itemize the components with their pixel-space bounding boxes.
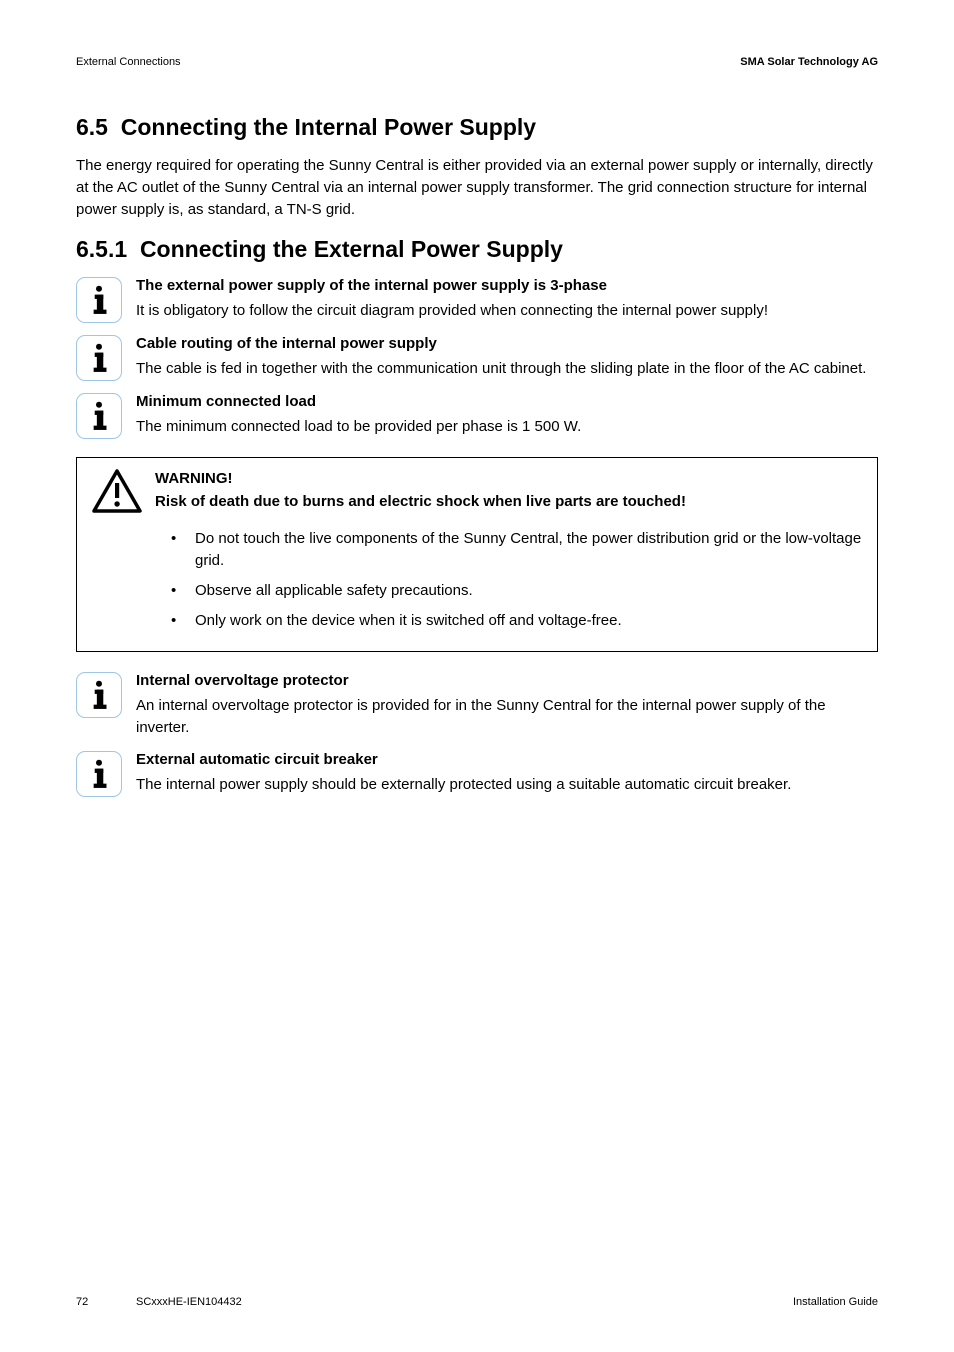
info-icon (76, 335, 122, 381)
section-number: 6.5 (76, 114, 108, 140)
subsection-number: 6.5.1 (76, 236, 127, 262)
info-body: The cable is fed in together with the co… (136, 358, 878, 380)
warning-bullet: Observe all applicable safety precaution… (171, 580, 863, 602)
info-body: The minimum connected load to be provide… (136, 416, 878, 438)
running-header: External Connections SMA Solar Technolog… (76, 56, 878, 68)
warning-head-text: WARNING! Risk of death due to burns and … (155, 468, 863, 512)
info-heading: The external power supply of the interna… (136, 275, 878, 296)
section-heading: Connecting the Internal Power Supply (121, 114, 536, 140)
info-body: The internal power supply should be exte… (136, 774, 878, 796)
info-block: External automatic circuit breaker The i… (76, 749, 878, 797)
warning-bullet: Do not touch the live components of the … (171, 528, 863, 572)
info-heading: Minimum connected load (136, 391, 878, 412)
page-footer: 72 SCxxxHE-IEN104432 Installation Guide (76, 1296, 878, 1308)
info-heading: Cable routing of the internal power supp… (136, 333, 878, 354)
warning-title: WARNING! (155, 470, 863, 487)
warning-bullet: Only work on the device when it is switc… (171, 610, 863, 632)
info-heading: Internal overvoltage protector (136, 670, 878, 691)
page-number: 72 (76, 1296, 136, 1308)
info-block: The external power supply of the interna… (76, 275, 878, 323)
info-text: Cable routing of the internal power supp… (136, 333, 878, 380)
info-body: It is obligatory to follow the circuit d… (136, 300, 878, 322)
info-text: Internal overvoltage protector An intern… (136, 670, 878, 739)
warning-header: WARNING! Risk of death due to burns and … (91, 468, 863, 514)
info-block: Cable routing of the internal power supp… (76, 333, 878, 381)
warning-subtitle: Risk of death due to burns and electric … (155, 491, 863, 512)
info-block: Internal overvoltage protector An intern… (76, 670, 878, 739)
section-6-5-1-title: 6.5.1 Connecting the External Power Supp… (76, 236, 878, 263)
info-icon (76, 672, 122, 718)
section-6-5-title: 6.5 Connecting the Internal Power Supply (76, 114, 878, 141)
info-body: An internal overvoltage protector is pro… (136, 695, 878, 739)
warning-icon (91, 468, 143, 514)
info-text: External automatic circuit breaker The i… (136, 749, 878, 796)
warning-box: WARNING! Risk of death due to burns and … (76, 457, 878, 652)
header-left: External Connections (76, 56, 181, 68)
doc-id: SCxxxHE-IEN104432 (136, 1296, 793, 1308)
warning-bullet-list: Do not touch the live components of the … (91, 528, 863, 631)
info-block: Minimum connected load The minimum conne… (76, 391, 878, 439)
info-icon (76, 393, 122, 439)
subsection-heading: Connecting the External Power Supply (140, 236, 563, 262)
info-icon (76, 277, 122, 323)
info-icon (76, 751, 122, 797)
info-text: Minimum connected load The minimum conne… (136, 391, 878, 438)
guide-label: Installation Guide (793, 1296, 878, 1308)
info-text: The external power supply of the interna… (136, 275, 878, 322)
section-6-5-intro: The energy required for operating the Su… (76, 155, 878, 220)
info-heading: External automatic circuit breaker (136, 749, 878, 770)
header-right: SMA Solar Technology AG (740, 56, 878, 68)
